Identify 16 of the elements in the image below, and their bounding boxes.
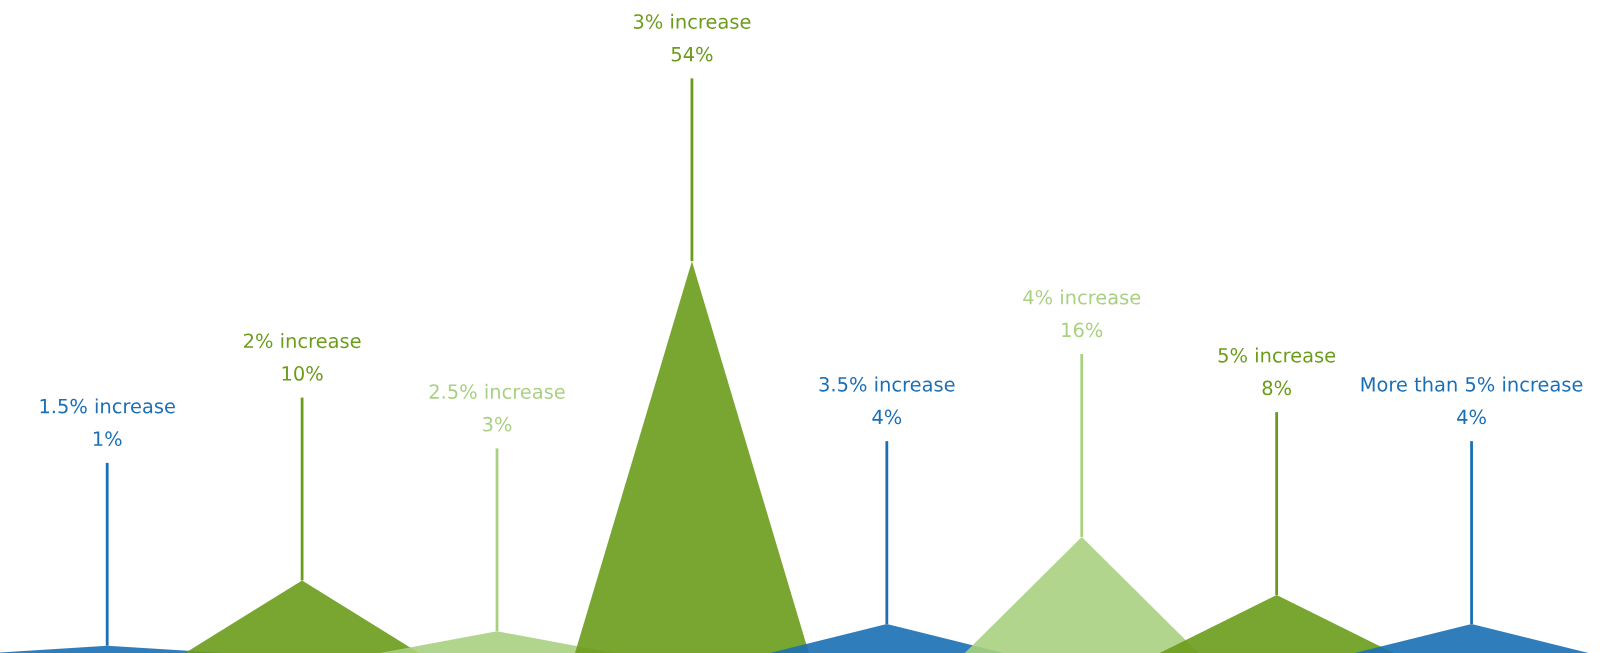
data-label: 1%	[93, 431, 122, 447]
data-label: 10%	[282, 366, 323, 381]
data-label: 4%	[1457, 409, 1486, 425]
category-label: 1.5% increase	[40, 398, 175, 414]
data-label: 54%	[671, 46, 713, 62]
category-label: 5% increase	[1218, 347, 1336, 363]
data-label: 3%	[483, 416, 512, 432]
category-label: More than 5% increase	[1361, 376, 1583, 392]
data-label: 16%	[1062, 322, 1103, 338]
category-label: 2% increase	[244, 333, 361, 349]
data-label: 4%	[872, 409, 902, 425]
category-label: 3% increase	[633, 13, 751, 29]
data-label: 8%	[1262, 380, 1292, 396]
category-label: 3.5% increase	[819, 376, 955, 392]
category-label: 2.5% increase	[429, 383, 565, 399]
category-label: 4% increase	[1023, 289, 1141, 305]
